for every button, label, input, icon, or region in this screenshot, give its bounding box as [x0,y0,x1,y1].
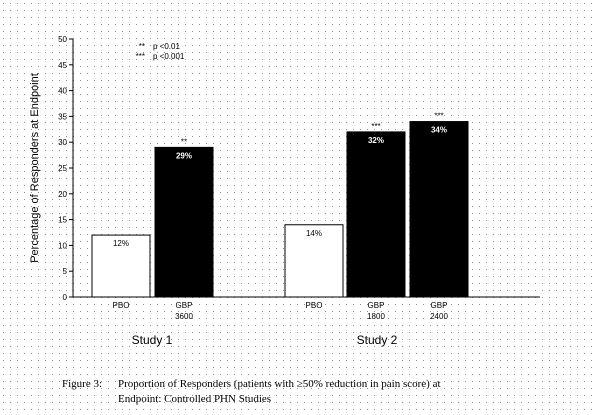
bar-value-label: 34% [431,126,447,135]
bar-value-label: 32% [368,136,384,145]
y-axis-label: Percentage of Responders at Endpoint [29,73,41,263]
x-category-label: PBO [113,301,130,310]
bar [346,131,406,298]
y-tick-label: 20 [58,190,67,199]
bar [154,146,214,298]
bar [91,234,151,298]
bar [284,224,344,298]
legend-text: p <0.001 [153,52,185,61]
legend-symbol: ** [139,42,145,51]
bar-value-label: 14% [306,229,322,238]
group-label: Study 1 [132,333,173,347]
y-tick-label: 10 [58,241,67,250]
significance-marker: *** [434,112,443,121]
significance-marker: *** [371,122,380,131]
bar-value-label: 29% [176,151,192,160]
y-tick-label: 35 [58,112,67,121]
y-ticks: 0 5 10 15 20 25 30 35 40 45 50 [58,35,73,302]
x-category-label: GBP [431,301,448,310]
bars: 12% PBO 29% ** GBP 3600 14% PBO 32% *** GBP 1800 34%… [91,112,469,321]
y-tick-label: 40 [58,87,67,96]
y-tick-label: 0 [63,293,68,302]
group-label: Study 2 [357,333,398,347]
significance-marker: ** [181,137,187,146]
bar [409,121,469,298]
x-category-label: 1800 [367,312,385,321]
y-tick-label: 30 [58,138,67,147]
y-tick-label: 15 [58,216,67,225]
x-category-label: GBP [176,301,193,310]
figure-caption: Figure 3: Proportion of Responders (pati… [62,378,441,405]
caption-figure-label: Figure 3: [62,378,102,390]
x-category-label: 3600 [175,312,193,321]
legend: ** p <0.01 *** p <0.001 [136,42,185,61]
group-labels: Study 1 Study 2 [132,333,398,347]
legend-symbol: *** [136,52,145,61]
y-tick-label: 50 [58,35,67,44]
x-category-label: PBO [306,301,323,310]
x-category-label: GBP [368,301,385,310]
y-tick-label: 5 [63,267,68,276]
x-category-label: 2400 [430,312,448,321]
caption-line-2: Endpoint: Controlled PHN Studies [118,393,271,405]
bar-value-label: 12% [113,239,129,248]
legend-text: p <0.01 [153,42,180,51]
y-tick-label: 45 [58,61,67,70]
caption-line-1: Proportion of Responders (patients with … [118,378,441,390]
y-tick-label: 25 [58,164,67,173]
